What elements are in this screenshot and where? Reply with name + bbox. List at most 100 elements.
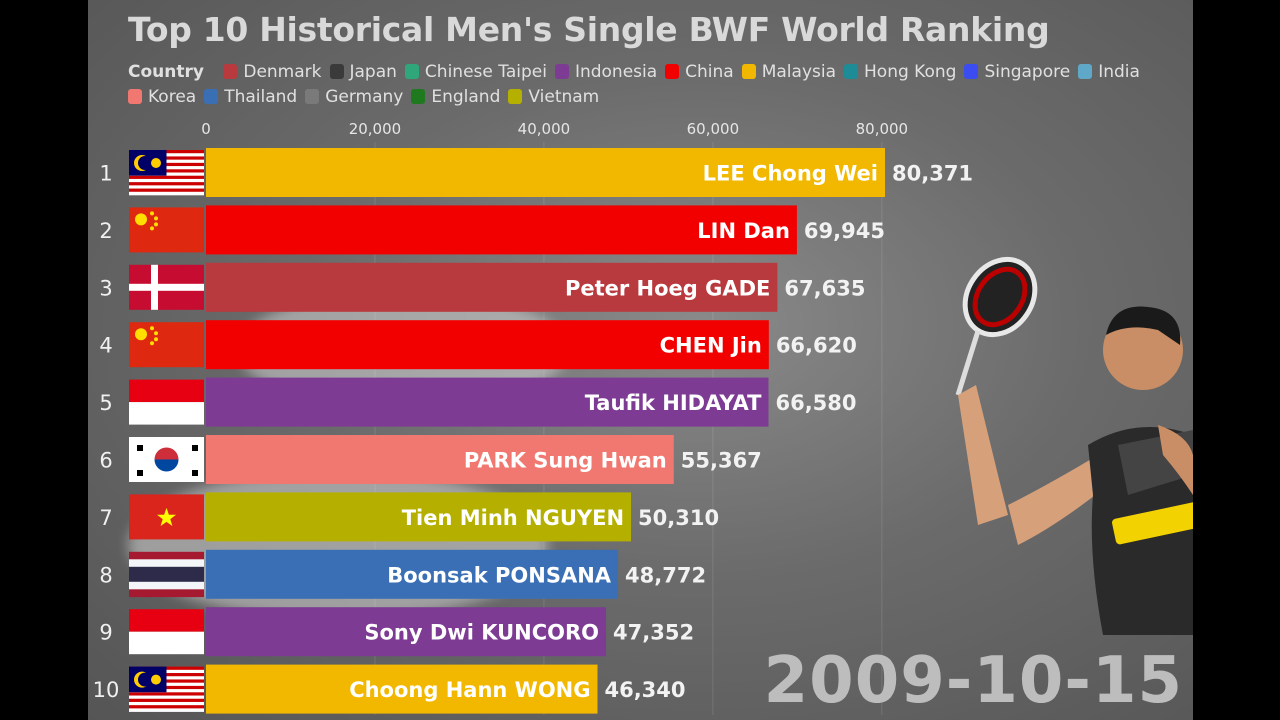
bar-value-label: 48,772	[625, 563, 706, 587]
rank-label: 4	[99, 334, 112, 358]
legend-item-india: India	[1078, 60, 1140, 85]
legend-title: Country	[128, 62, 204, 82]
legend-swatch	[411, 89, 426, 104]
bar-value-label: 47,352	[613, 621, 694, 645]
legend-label: China	[685, 62, 734, 82]
bar-value-label: 55,367	[681, 449, 762, 473]
legend-item-thailand: Thailand	[204, 85, 297, 110]
bar-value-label: 67,635	[784, 276, 865, 300]
indonesia-flag-icon	[129, 379, 204, 425]
chart-stage: Top 10 Historical Men's Single BWF World…	[88, 0, 1193, 720]
legend-swatch	[404, 64, 419, 79]
legend-label: Thailand	[224, 87, 298, 107]
bar-value-label: 46,340	[604, 678, 685, 702]
malaysia-flag-icon	[129, 666, 204, 712]
badminton-player-photo	[955, 256, 1193, 635]
bar-value-label: 66,620	[776, 334, 857, 358]
rank-label: 3	[99, 276, 112, 300]
racket-icon	[955, 256, 1038, 396]
chart-title: Top 10 Historical Men's Single BWF World…	[128, 10, 1050, 49]
rank-label: 5	[99, 391, 112, 415]
thailand-flag-icon	[129, 551, 204, 598]
bar-value-label: 69,945	[804, 219, 885, 243]
legend-item-germany: Germany	[305, 85, 403, 110]
bar-sony-dwi-kuncoro	[206, 607, 607, 657]
legend-swatch	[1078, 64, 1093, 79]
legend-swatch	[508, 89, 523, 104]
legend-label: Hong Kong	[864, 62, 957, 82]
legend-item-korea: Korea	[128, 85, 196, 110]
bar-name-label: Tien Minh NGUYEN	[402, 506, 624, 530]
legend-swatch	[665, 64, 680, 79]
date-label: 2009-10-15	[763, 644, 1183, 718]
bar-name-label: CHEN Jin	[660, 334, 762, 358]
bar-chart: 0 20,000 40,000 60,000 80,000 1 LEE Chong Wei 8…	[93, 120, 973, 715]
legend-item-singapore: Singapore	[964, 60, 1070, 85]
legend-item-hong-kong: Hong Kong	[844, 60, 956, 85]
legend-item-japan: Japan	[329, 60, 397, 85]
bar-park-sung-hwan	[206, 435, 674, 484]
rank-label: 2	[99, 219, 112, 243]
legend-item-denmark: Denmark	[223, 60, 322, 85]
x-tick-label: 0	[201, 120, 211, 138]
rank-label: 6	[99, 449, 112, 473]
x-tick-label: 40,000	[518, 120, 571, 138]
legend-swatch	[741, 64, 756, 79]
bar-name-label: Choong Hann WONG	[349, 678, 590, 702]
legend-item-indonesia: Indonesia	[554, 60, 658, 85]
rank-label: 9	[99, 621, 112, 645]
denmark-flag-icon	[129, 264, 204, 310]
legend-swatch	[964, 64, 979, 79]
bar-value-label: 66,580	[775, 391, 856, 415]
legend-label: Vietnam	[528, 87, 600, 107]
bar-peter-hoeg-gade	[206, 262, 778, 312]
legend-swatch	[128, 89, 142, 104]
bar-name-label: LEE Chong Wei	[703, 162, 878, 186]
legend-item-england: England	[411, 85, 500, 110]
rank-label: 7	[99, 506, 112, 530]
bar-boonsak-ponsana	[206, 549, 619, 599]
legend-swatch	[305, 89, 320, 104]
korea-flag-icon	[129, 437, 204, 482]
legend-label: Japan	[349, 62, 397, 82]
bar-name-label: PARK Sung Hwan	[464, 449, 667, 473]
x-tick-label: 20,000	[349, 120, 402, 138]
rank-label: 8	[99, 563, 112, 587]
legend-swatch	[204, 89, 219, 104]
legend: Country Denmark Japan Chinese Taipei Indone…	[128, 60, 1168, 110]
vietnam-flag-icon	[129, 494, 204, 540]
rank-label: 10	[93, 678, 120, 702]
bar-tien-minh-nguyen	[206, 492, 632, 542]
legend-item-china: China	[665, 60, 734, 85]
bar-name-label: Boonsak PONSANA	[387, 563, 612, 587]
bar-name-label: LIN Dan	[697, 219, 790, 243]
china-flag-icon	[129, 207, 204, 253]
legend-label: Chinese Taipei	[424, 62, 547, 82]
legend-label: Korea	[148, 87, 197, 107]
bar-value-label: 80,371	[892, 162, 973, 186]
legend-swatch	[329, 64, 344, 79]
legend-item-malaysia: Malaysia	[741, 60, 837, 85]
china-flag-icon	[129, 322, 204, 368]
legend-item-vietnam: Vietnam	[508, 85, 599, 110]
legend-label: Germany	[325, 87, 404, 107]
legend-label: Denmark	[243, 62, 322, 82]
legend-swatch	[554, 64, 569, 79]
indonesia-flag-icon	[129, 609, 204, 655]
legend-swatch	[844, 64, 859, 79]
bar-lin-dan	[206, 205, 797, 255]
legend-label: Singapore	[984, 62, 1071, 82]
legend-swatch	[223, 64, 238, 79]
legend-label: Malaysia	[761, 62, 837, 82]
legend-label: England	[431, 87, 501, 107]
bar-value-label: 50,310	[638, 506, 719, 530]
bar-lee-chong-wei	[206, 148, 885, 197]
bar-taufik-hidayat	[206, 377, 769, 427]
bar-name-label: Taufik HIDAYAT	[585, 391, 762, 415]
x-tick-label: 60,000	[687, 120, 740, 138]
bar-chen-jin	[206, 320, 769, 370]
malaysia-flag-icon	[129, 150, 204, 196]
legend-label: Indonesia	[574, 62, 658, 82]
bar-name-label: Peter Hoeg GADE	[565, 276, 770, 300]
legend-label: India	[1098, 62, 1140, 82]
